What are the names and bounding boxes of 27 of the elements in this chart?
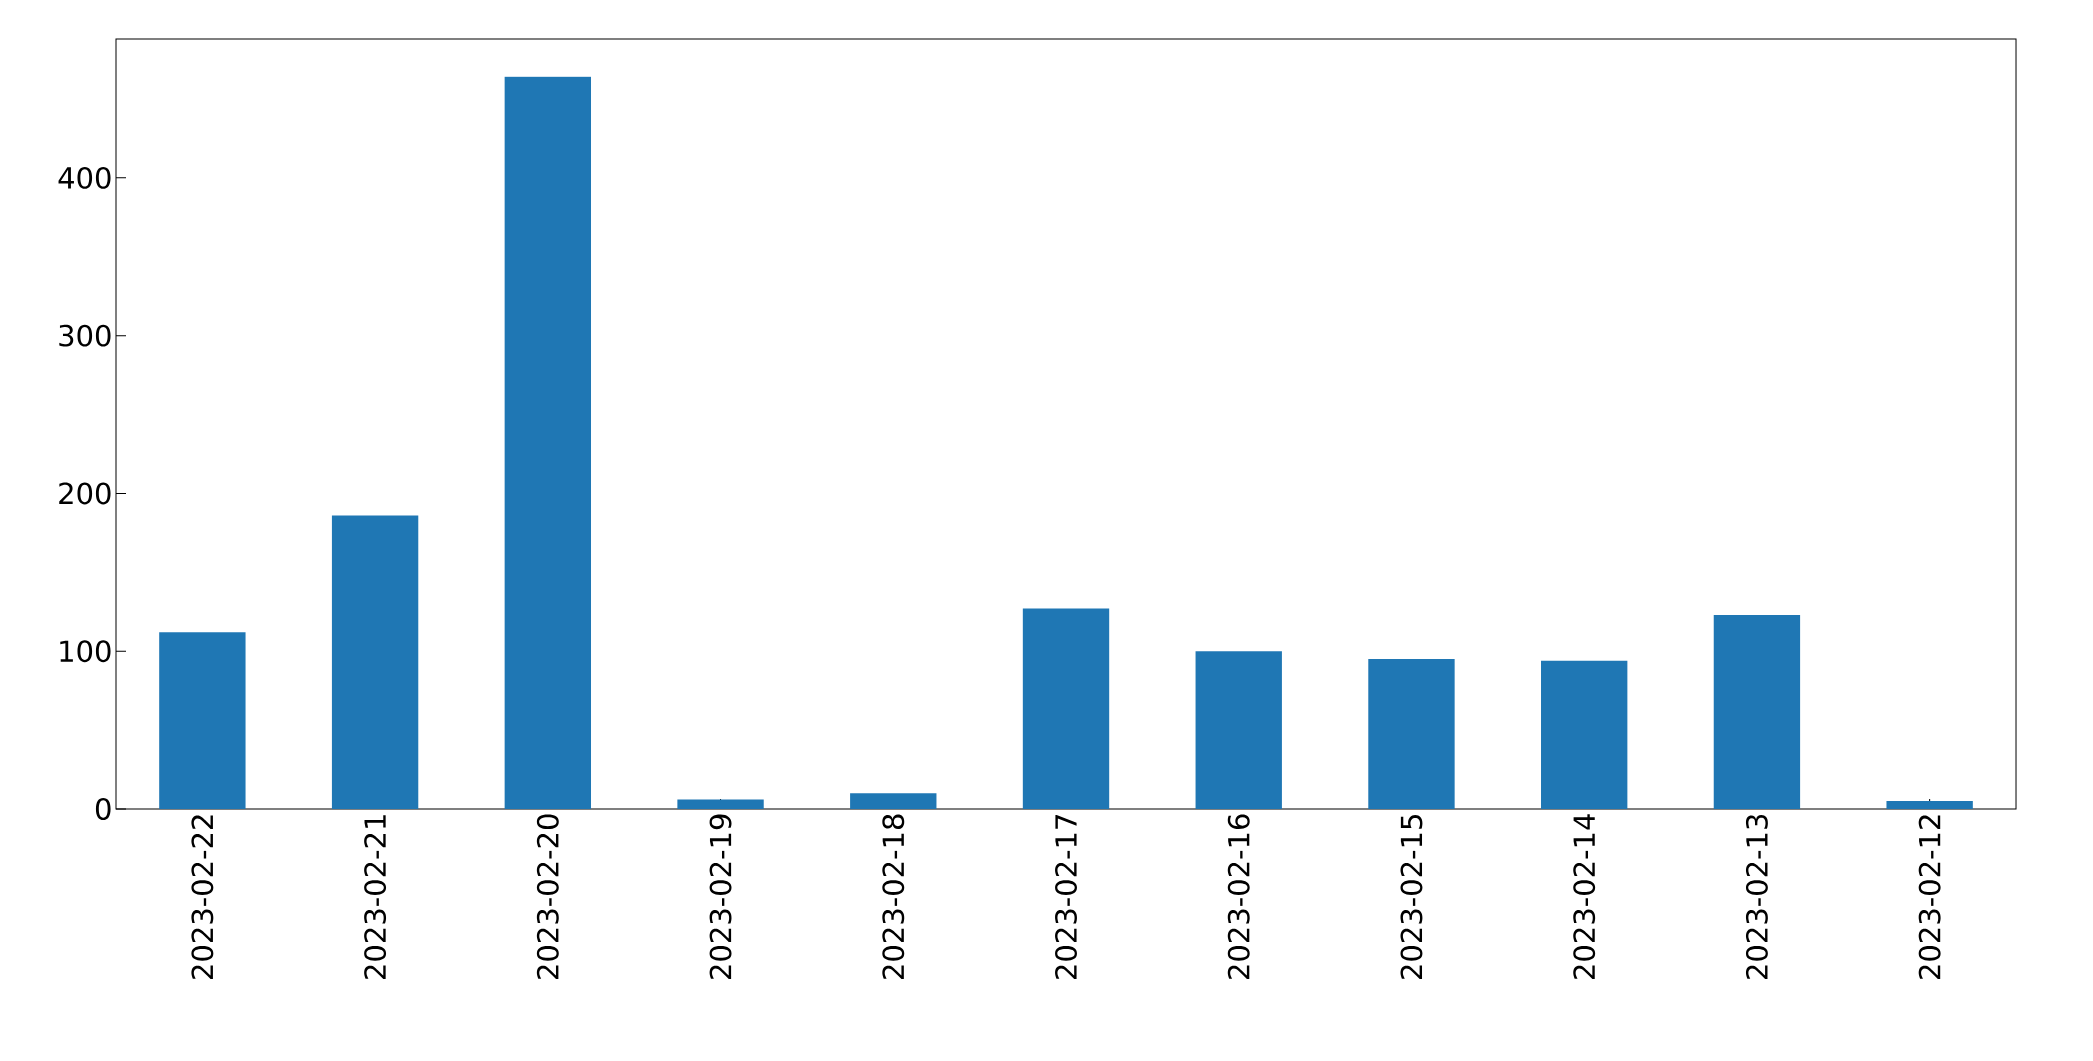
x-tick-label: 2023-02-20 [536, 814, 559, 979]
x-tick-label: 2023-02-17 [1055, 815, 1077, 979]
bar [677, 799, 764, 809]
x-tick-label: 2023-02-13 [1745, 814, 1768, 979]
y-tick-label: 400 [58, 166, 111, 189]
bar [331, 515, 419, 809]
bar [1022, 608, 1110, 809]
y-tick-label: 300 [59, 324, 111, 347]
bar [159, 632, 246, 809]
x-tick-label: 2023-02-22 [191, 815, 214, 979]
x-tick-label: 2023-02-18 [882, 814, 905, 979]
x-tick-label: 2023-02-19 [709, 814, 732, 979]
x-tick-label: 2023-02-14 [1573, 814, 1596, 979]
bar [1713, 614, 1801, 809]
bar [1886, 801, 1973, 809]
x-tick-label: 2023-02-16 [1227, 814, 1250, 979]
x-tick-label: 2023-02-15 [1400, 815, 1423, 979]
bar [504, 76, 592, 809]
bar [1195, 651, 1282, 809]
bar [850, 793, 937, 809]
x-tick-label: 2023-02-12 [1918, 815, 1941, 979]
bar [1541, 660, 1628, 809]
x-tick-label: 2023-02-21 [364, 815, 387, 979]
y-tick-label: 0 [95, 798, 111, 820]
bar [1368, 659, 1455, 809]
y-tick-label: 200 [59, 482, 111, 505]
y-tick-label: 100 [60, 640, 111, 663]
